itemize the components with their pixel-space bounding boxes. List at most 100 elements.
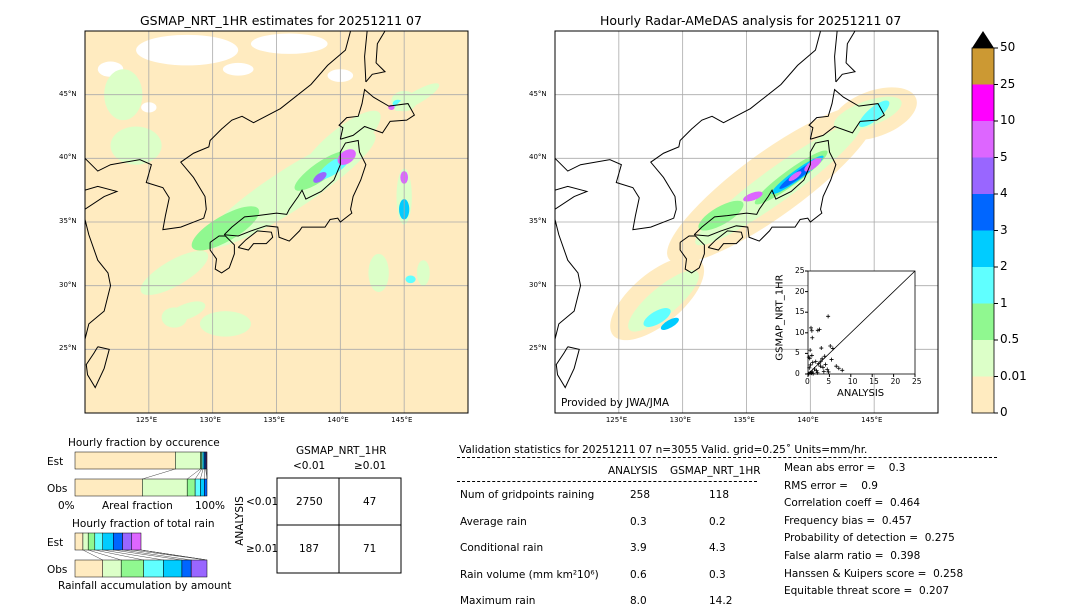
right-coastline-mainland2 [555, 185, 589, 210]
colorbar-segment [972, 84, 994, 121]
left-rain-area [313, 172, 327, 183]
right-lat-tick-label: 30°N [529, 280, 547, 289]
stats-gsmap-value: 118 [709, 489, 730, 501]
colorbar-label: 2 [1000, 259, 1008, 273]
colorbar-segment [972, 230, 994, 267]
right-coastline-honshu [693, 139, 837, 242]
scatter-xlabel: ANALYSIS [837, 388, 885, 399]
right-coastline-taiwan [555, 346, 580, 389]
rain-fraction-bar-connector [88, 549, 122, 561]
colorbar-label: 0.01 [1000, 368, 1027, 383]
right-coastline-mainland3 [555, 31, 822, 231]
stats-gsmap-value: 0.3 [709, 568, 726, 581]
score-line: RMS error = 0.9 [784, 479, 878, 492]
right-rain-area [743, 191, 763, 202]
stats-gsmap-value: 4.3 [709, 542, 726, 554]
left-coastline-kyushu [209, 235, 235, 274]
scatter-point [820, 365, 825, 370]
left-coastline-mainland3 [85, 31, 352, 231]
scatter-point [820, 356, 825, 361]
scatter-point [822, 354, 827, 359]
scatter-point [809, 328, 814, 333]
left-coastline-honshu [223, 139, 367, 242]
rain-fraction-bar-segment [74, 559, 103, 578]
score-line: Probability of detection = 0.275 [784, 532, 955, 545]
occ-x-tick-1: 100% [195, 500, 226, 512]
scatter-x-tick-label: 10 [847, 377, 858, 386]
scatter-point [809, 353, 814, 358]
left-lon-tick-label: 135°E [263, 416, 285, 424]
one-to-one-line [807, 270, 916, 375]
scatter-point [821, 369, 826, 374]
scatter-point [808, 362, 813, 367]
stats-row-label: Num of gridpoints raining [460, 489, 595, 501]
scatter-point [828, 343, 833, 348]
scatter-ylabel: GSMAP_NRT_1HR [774, 274, 786, 361]
occurrence-bar-segment [74, 451, 176, 470]
scatter-point [836, 366, 841, 371]
scatter-y-tick-label: 5 [795, 348, 800, 358]
left-map [84, 30, 469, 414]
occ-x-tick-0: 0% [58, 500, 75, 512]
occ-xlabel: Areal fraction [102, 500, 173, 512]
left-lat-tick-label: 25°N [59, 344, 77, 353]
left-rain-area [161, 307, 188, 328]
rain-fraction-bar-connector [113, 549, 182, 561]
left-lon-tick-label: 130°E [199, 416, 221, 424]
right-lat-tick-label: 40°N [529, 153, 547, 162]
scatter-point [811, 371, 816, 376]
scatter-point [810, 360, 815, 365]
occurrence-title: Hourly fraction by occurence [68, 437, 220, 449]
scatter-point [823, 362, 828, 367]
left-lon-tick-label: 125°E [135, 416, 158, 424]
left-map-content [85, 31, 468, 413]
occurrence-bar-segment [200, 478, 205, 497]
scatter-point [810, 335, 815, 340]
colorbar-segment [972, 48, 994, 85]
contingency-col-1: ≥0.01 [354, 460, 387, 472]
rain-fraction-bar-segment [74, 532, 84, 551]
right-lon-tick-label: 140°E [797, 416, 819, 424]
colorbar-label: 50 [1000, 40, 1016, 54]
scatter-x-tick-label: 15 [869, 377, 879, 386]
left-lat-tick-label: 35°N [59, 217, 77, 225]
occurrence-bar-segment [74, 478, 143, 497]
left-rain-area [368, 253, 389, 293]
left-rain-area [222, 62, 254, 76]
left-rain-area [191, 206, 260, 251]
right-coastline-sakhalin2 [834, 31, 838, 82]
colorbar-segment [972, 157, 994, 194]
right-rain-area [643, 308, 671, 327]
right-lon-tick-label: 130°E [669, 416, 691, 424]
right-coastline-sakhalin [835, 31, 857, 83]
right-lat-tick-label: 35°N [529, 217, 547, 225]
left-rain-area [250, 33, 328, 54]
rain-fraction-bar-connector [94, 549, 144, 561]
left-lat-tick-label: 40°N [59, 153, 77, 162]
left-rain-area [110, 126, 162, 165]
stats-analysis-value: 0.3 [630, 515, 647, 528]
right-coastline-mainland [555, 219, 582, 342]
left-rain-area [337, 149, 356, 165]
score-line: Mean abs error = 0.3 [784, 462, 906, 474]
occ-est-label: Est [47, 456, 64, 468]
stats-col-gsmap: GSMAP_NRT_1HR [670, 465, 761, 477]
colorbar-segment [972, 340, 994, 377]
right-lat-tick-label: 45°N [529, 89, 547, 98]
stats-analysis-value: 8.0 [630, 595, 647, 607]
left-map-title: GSMAP_NRT_1HR estimates for 20251211 07 [140, 13, 422, 28]
stats-analysis-value: 0.6 [630, 568, 647, 581]
rain-xlabel: Rainfall accumulation by amount [58, 580, 232, 592]
right-rain-area [660, 317, 679, 330]
colorbar-label: 5 [1000, 149, 1008, 164]
scatter-point [814, 368, 819, 373]
left-rain-area [136, 34, 239, 66]
colorbar-label: 3 [1000, 222, 1008, 237]
occurrence-bar-segment [142, 478, 188, 497]
colorbar-extend-triangle [972, 31, 994, 48]
rain-fraction-bar-segment [120, 559, 144, 578]
scatter-point [806, 355, 811, 360]
colorbar-label: 0 [1000, 405, 1008, 419]
rain-fraction-bar-segment [102, 559, 122, 578]
contingency-row-1: ≥0.01 [246, 543, 279, 555]
